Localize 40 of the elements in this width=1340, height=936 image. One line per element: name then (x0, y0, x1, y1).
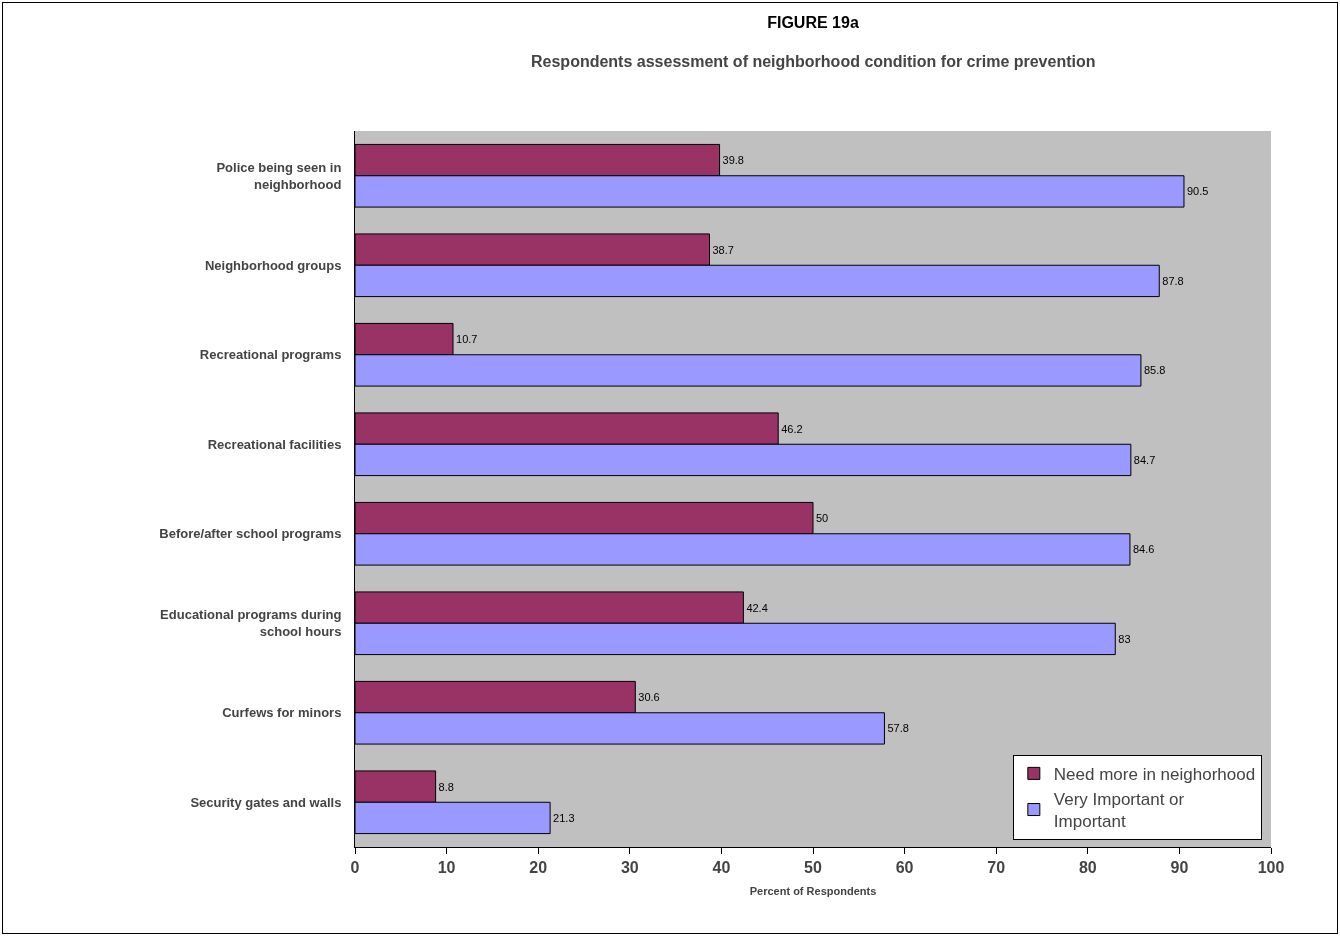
x-tick-label: 50 (804, 859, 822, 877)
data-label: 30.6 (638, 691, 660, 704)
data-label: 10.7 (456, 333, 478, 346)
y-tick-label: Police being seen in neighborhood (216, 159, 342, 192)
data-label: 46.2 (781, 422, 803, 435)
x-tick-label: 0 (350, 859, 360, 877)
data-label: 38.7 (712, 243, 734, 256)
data-label: 83 (1118, 632, 1131, 645)
data-label: 42.4 (746, 601, 768, 614)
x-tick-label: 60 (895, 859, 914, 877)
y-tick-label: Curfews for minors (222, 705, 342, 721)
x-tick-label: 30 (620, 859, 639, 877)
chart-subtitle: Respondents assessment of neighborhood condition for crime prevention (531, 53, 1096, 70)
data-label: 8.8 (438, 780, 454, 793)
y-tick-label: Neighborhood groups (204, 257, 342, 273)
x-tick-label: 10 (437, 859, 456, 877)
chart-title: FIGURE 19a (767, 14, 859, 32)
y-tick-label: Educational programs during school hours (160, 607, 342, 640)
data-label: 84.6 (1132, 543, 1155, 556)
data-label: 87.8 (1162, 274, 1184, 287)
data-label: 50 (816, 512, 829, 525)
y-tick-label: Recreational facilities (207, 436, 342, 452)
data-label: 84.7 (1133, 453, 1156, 466)
data-label: 21.3 (553, 811, 575, 824)
x-tick-label: 20 (529, 859, 548, 877)
x-tick-label: 70 (987, 859, 1006, 877)
legend-label: Need more in neighorhood (1053, 765, 1256, 785)
y-tick-label: Recreational programs (199, 347, 342, 363)
data-label: 90.5 (1186, 185, 1209, 198)
y-tick-label: Security gates and walls (190, 794, 342, 810)
y-tick-label: Before/after school programs (159, 526, 342, 542)
data-label: 85.8 (1143, 364, 1166, 377)
x-tick-label: 80 (1078, 859, 1097, 877)
x-tick-label: 40 (712, 859, 731, 877)
x-tick-label: 90 (1170, 859, 1189, 877)
x-axis-title: Percent of Respondents (749, 885, 877, 898)
legend-label: Very Important or Important (1053, 790, 1185, 832)
x-tick-label: 100 (1257, 859, 1285, 877)
data-label: 57.8 (887, 722, 909, 735)
data-label: 39.8 (722, 154, 744, 167)
